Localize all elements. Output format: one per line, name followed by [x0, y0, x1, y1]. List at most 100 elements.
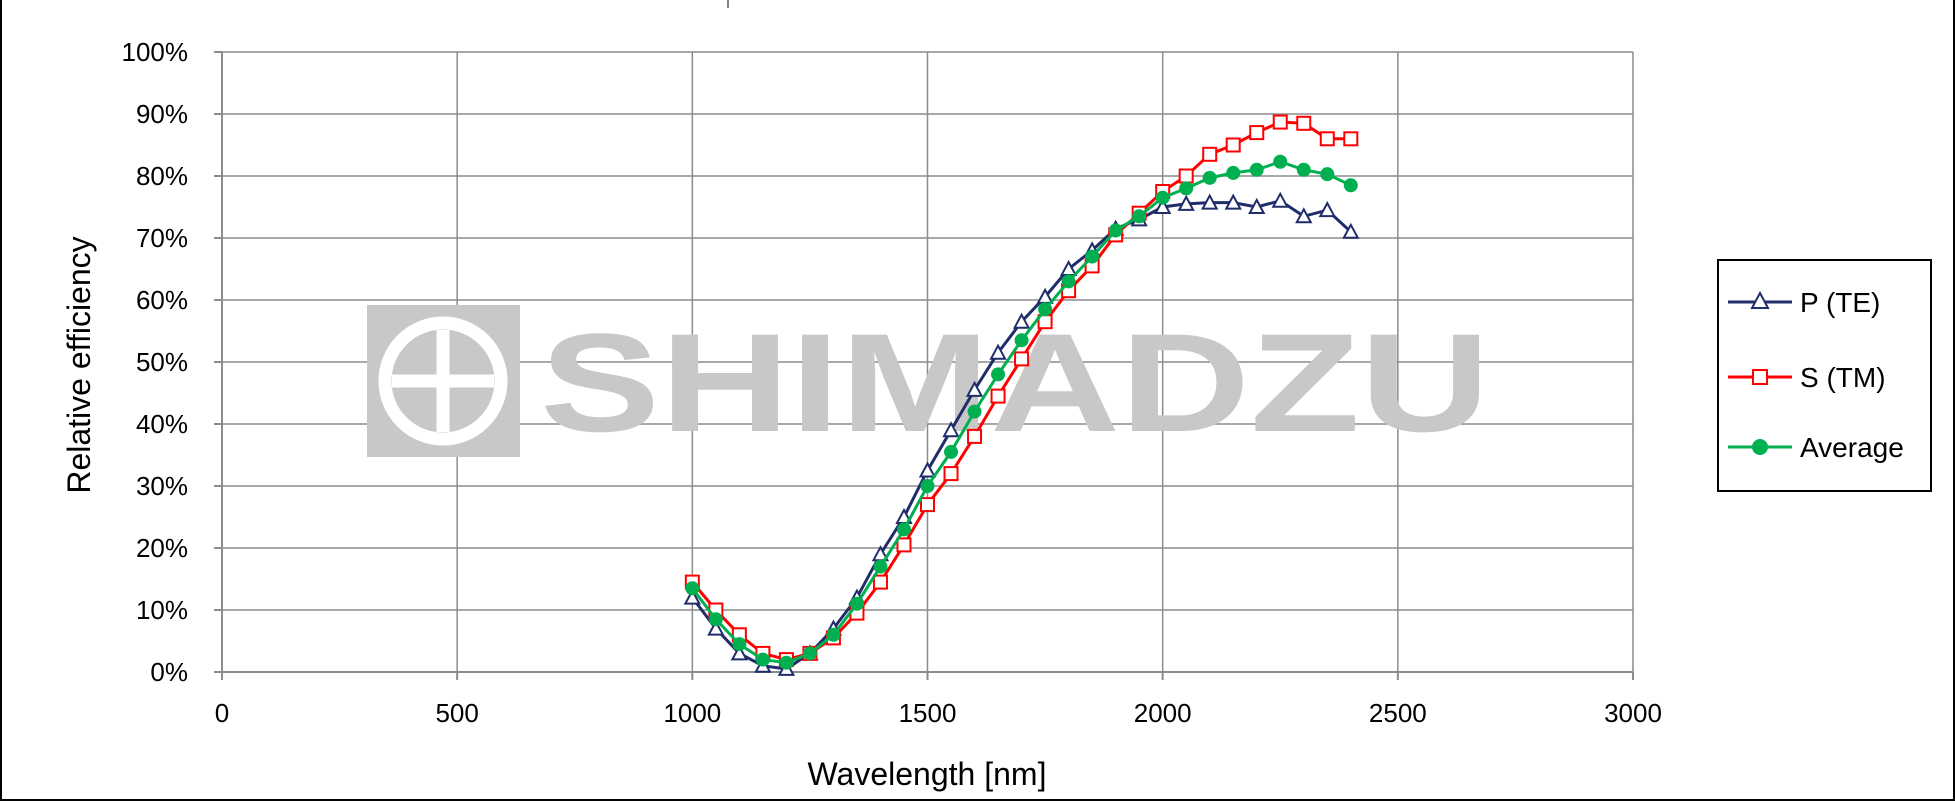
data-point-average [920, 479, 935, 493]
axes [214, 51, 1634, 680]
data-point-average [1273, 154, 1288, 169]
data-point-average [1038, 302, 1053, 317]
data-point-average [1249, 162, 1264, 177]
y-tick-label: 20% [136, 533, 188, 563]
data-point-average [708, 612, 723, 627]
legend-entry-p-te: P (TE) [1728, 287, 1880, 318]
data-point-p-te [942, 421, 960, 438]
x-tick-label: 1500 [899, 698, 957, 728]
y-tick-label: 50% [136, 347, 188, 377]
data-point-s-tm [1202, 146, 1218, 162]
y-tick-label: 70% [136, 223, 188, 253]
data-point-average [944, 444, 959, 459]
x-tick-label: 500 [435, 698, 478, 728]
legend-label-s-tm: S (TM) [1800, 362, 1886, 393]
data-point-s-tm [1319, 131, 1335, 147]
legend-entry-s-tm: S (TM) [1728, 362, 1886, 393]
data-point-s-tm [920, 497, 935, 513]
watermark-emblem-ring [378, 316, 508, 446]
data-point-average [826, 627, 841, 642]
data-point-p-te [918, 461, 937, 478]
data-point-average [1155, 190, 1170, 205]
data-point-s-tm [1178, 168, 1194, 184]
y-tick-label: 10% [136, 595, 188, 625]
data-point-s-tm [1014, 351, 1030, 367]
data-point-average [779, 655, 794, 670]
data-point-average [1343, 178, 1358, 193]
y-tick-label: 0% [150, 657, 188, 687]
x-axis-title: Wavelength [nm] [808, 756, 1047, 792]
data-point-p-te [1342, 222, 1360, 239]
x-tick-label: 2500 [1369, 698, 1427, 728]
y-tick-label: 30% [136, 471, 188, 501]
data-point-p-te [1295, 207, 1313, 224]
legend: P (TE) S (TM) Average [1717, 259, 1932, 492]
data-point-p-te [730, 644, 749, 661]
data-point-average [685, 581, 700, 596]
data-point-average [1061, 274, 1076, 289]
data-point-p-te [1248, 197, 1266, 214]
y-tick-label: 90% [136, 99, 188, 129]
data-point-p-te [1177, 194, 1195, 211]
data-point-average [1296, 162, 1311, 177]
legend-label-average: Average [1800, 432, 1904, 463]
data-point-average [1132, 209, 1147, 224]
data-point-p-te [1318, 200, 1336, 218]
data-point-average [1014, 333, 1029, 348]
legend-box [1717, 259, 1932, 492]
data-point-average [967, 404, 982, 419]
data-point-average [991, 367, 1006, 382]
x-tick-label: 2000 [1134, 698, 1192, 728]
data-point-p-te [965, 380, 984, 397]
data-point-average [1202, 170, 1217, 185]
data-point-average [755, 652, 770, 667]
data-point-p-te [1012, 312, 1031, 329]
data-point-s-tm [990, 388, 1006, 404]
data-point-s-tm [1225, 137, 1241, 153]
y-tick-label: 100% [122, 37, 189, 67]
x-tick-label: 3000 [1604, 698, 1662, 728]
data-point-average [873, 559, 888, 574]
x-tick-label: 1000 [663, 698, 721, 728]
legend-entry-average: Average [1728, 432, 1904, 463]
data-point-average [732, 637, 747, 652]
data-point-s-tm [1272, 114, 1288, 130]
legend-marker-circle [1752, 439, 1768, 455]
y-tick-label: 80% [136, 161, 188, 191]
data-point-s-tm [896, 537, 912, 553]
y-tick-label: 40% [136, 409, 188, 439]
y-axis-title: Relative efficiency [61, 236, 97, 493]
series-layer [683, 114, 1360, 676]
legend-marker-triangle [1750, 290, 1770, 309]
data-point-p-te [1201, 193, 1219, 210]
data-point-average [802, 646, 817, 661]
data-point-s-tm [1249, 125, 1265, 141]
x-tick-labels: 0 500 1000 1500 2000 2500 3000 [215, 698, 1662, 728]
data-point-p-te [1224, 193, 1242, 210]
data-point-s-tm [943, 466, 959, 482]
data-point-p-te [1271, 191, 1289, 208]
data-point-s-tm [1296, 115, 1312, 131]
data-point-p-te [989, 343, 1007, 360]
data-point-p-te [683, 588, 702, 605]
y-tick-labels: 0% 10% 20% 30% 40% 50% 60% 70% 80% 90% 100% [122, 37, 189, 687]
x-tick-label: 0 [215, 698, 229, 728]
y-tick-label: 60% [136, 285, 188, 315]
grid [221, 51, 1634, 673]
data-point-average [1108, 223, 1123, 238]
data-point-average [849, 596, 864, 611]
data-point-average [1085, 249, 1100, 264]
data-point-s-tm [872, 574, 888, 590]
data-point-average [1179, 181, 1194, 196]
watermark-logo: SHIMADZU [367, 304, 1490, 461]
data-point-average [896, 522, 911, 537]
series-average [685, 154, 1358, 670]
data-point-average [1226, 165, 1241, 180]
legend-marker-square [1752, 369, 1768, 385]
data-point-p-te [707, 619, 725, 636]
data-point-s-tm [1343, 131, 1359, 147]
data-point-p-te [1153, 197, 1172, 214]
data-point-average [1320, 167, 1335, 182]
